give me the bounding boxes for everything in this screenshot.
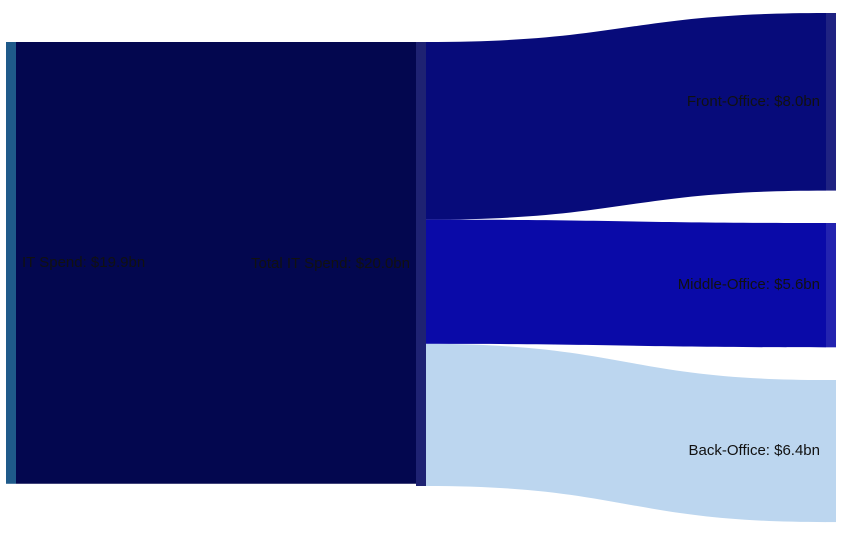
node: [826, 380, 836, 523]
node-label: Front-Office: $8.0bn: [687, 93, 820, 110]
node-label: IT Spend: $19.9bn: [22, 254, 145, 271]
link: [426, 219, 826, 348]
node: [826, 13, 836, 191]
node: [826, 223, 836, 348]
node-label: Middle-Office: $5.6bn: [678, 276, 820, 293]
link: [426, 343, 826, 523]
node-label: Back-Office: $6.4bn: [689, 442, 820, 459]
node: [6, 42, 16, 484]
link: [16, 42, 416, 484]
node-label: Total IT Spend: $20.0bn: [251, 255, 410, 272]
link: [426, 13, 826, 220]
node: [416, 42, 426, 486]
